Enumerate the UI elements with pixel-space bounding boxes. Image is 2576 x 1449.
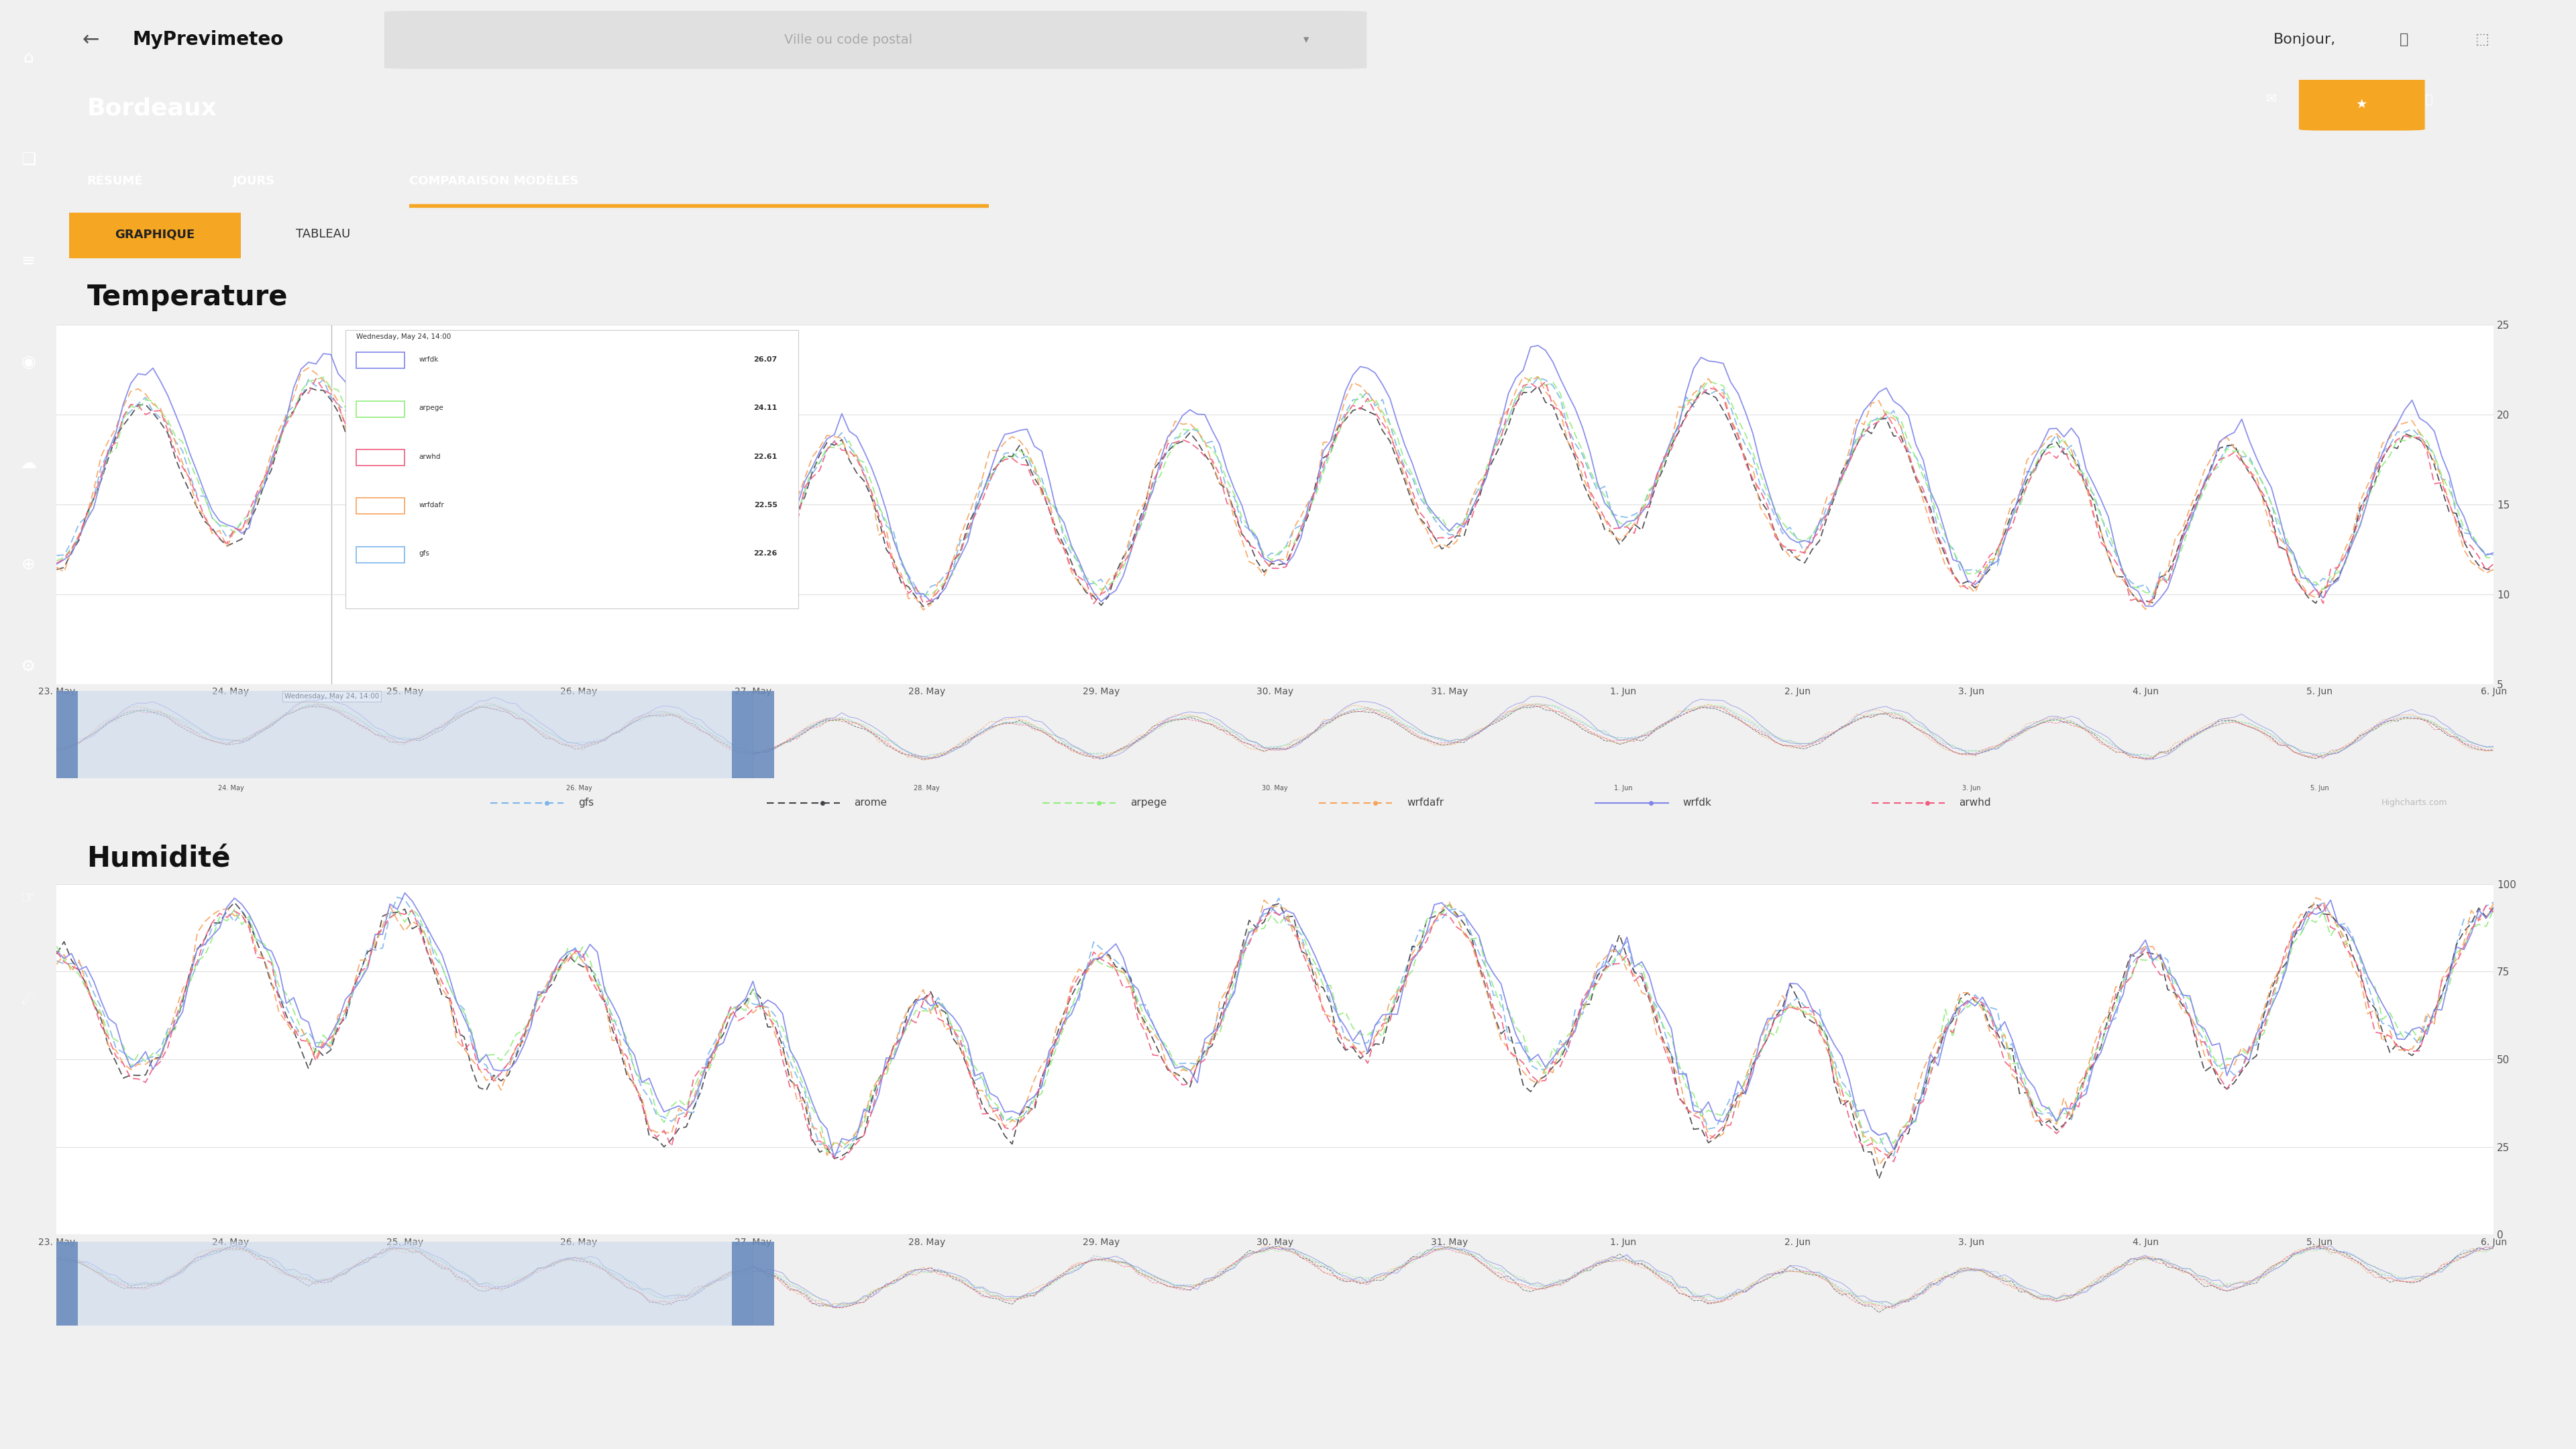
- Text: MyPrevimeteo: MyPrevimeteo: [131, 30, 283, 49]
- Text: arpege: arpege: [1131, 798, 1167, 807]
- Text: ◉: ◉: [21, 354, 36, 371]
- Text: 22.61: 22.61: [755, 454, 778, 459]
- FancyBboxPatch shape: [355, 352, 404, 368]
- Text: ≡: ≡: [21, 252, 36, 270]
- Text: 26.07: 26.07: [755, 356, 778, 362]
- Text: Wednesday, May 24, 14:00: Wednesday, May 24, 14:00: [283, 693, 379, 700]
- Text: JOURS: JOURS: [232, 175, 276, 187]
- Text: Ville ou code postal: Ville ou code postal: [783, 33, 912, 46]
- Text: ⬚: ⬚: [2476, 33, 2488, 46]
- FancyBboxPatch shape: [57, 687, 752, 782]
- Text: ⚙: ⚙: [21, 658, 36, 675]
- FancyBboxPatch shape: [57, 1237, 752, 1330]
- Text: 🔔: 🔔: [2401, 33, 2409, 46]
- FancyBboxPatch shape: [732, 687, 773, 782]
- FancyBboxPatch shape: [355, 546, 404, 562]
- Text: Bonjour,: Bonjour,: [2275, 33, 2336, 46]
- FancyBboxPatch shape: [2298, 78, 2424, 130]
- Text: 26. May: 26. May: [567, 785, 592, 791]
- Text: TABLEAU: TABLEAU: [296, 229, 350, 241]
- Text: ✉: ✉: [2267, 93, 2277, 106]
- Text: Humidité: Humidité: [88, 845, 232, 874]
- Text: ☞: ☞: [21, 890, 36, 907]
- Text: gfs: gfs: [420, 551, 430, 556]
- Text: RÉSUMÉ: RÉSUMÉ: [88, 175, 144, 187]
- Text: Highcharts.com: Highcharts.com: [2380, 798, 2447, 807]
- Text: arwhd: arwhd: [420, 454, 440, 459]
- Text: COMPARAISON MODÈLES: COMPARAISON MODÈLES: [410, 175, 580, 187]
- FancyBboxPatch shape: [355, 498, 404, 514]
- Text: Bordeaux: Bordeaux: [88, 97, 216, 120]
- Text: 22.55: 22.55: [755, 501, 778, 509]
- Text: arwhd: arwhd: [1960, 798, 1991, 807]
- FancyBboxPatch shape: [355, 401, 404, 417]
- Text: wrfdk: wrfdk: [1682, 798, 1710, 807]
- Text: 5. Jun: 5. Jun: [2311, 785, 2329, 791]
- Text: wrfdk: wrfdk: [420, 356, 438, 362]
- Text: Temperature: Temperature: [88, 283, 289, 312]
- Text: ★: ★: [2357, 99, 2367, 110]
- Text: Wednesday, May 24, 14:00: Wednesday, May 24, 14:00: [355, 333, 451, 341]
- Text: 1. Jun: 1. Jun: [1615, 785, 1633, 791]
- Text: ⌂: ⌂: [23, 49, 33, 67]
- FancyBboxPatch shape: [345, 330, 799, 609]
- Text: ☄: ☄: [21, 991, 36, 1009]
- Text: GRAPHIQUE: GRAPHIQUE: [116, 229, 196, 241]
- Text: wrfdafr: wrfdafr: [420, 501, 443, 509]
- Text: 30. May: 30. May: [1262, 785, 1288, 791]
- Text: arpege: arpege: [420, 404, 443, 412]
- Text: 22.26: 22.26: [755, 551, 778, 556]
- FancyBboxPatch shape: [36, 687, 77, 782]
- Text: 3. Jun: 3. Jun: [1963, 785, 1981, 791]
- Text: ☁: ☁: [21, 455, 36, 472]
- FancyBboxPatch shape: [732, 1237, 773, 1330]
- Text: gfs: gfs: [577, 798, 592, 807]
- FancyBboxPatch shape: [384, 10, 1368, 70]
- Text: 28. May: 28. May: [914, 785, 940, 791]
- Text: arome: arome: [855, 798, 886, 807]
- Text: 🔔: 🔔: [2424, 93, 2432, 106]
- Text: ▾: ▾: [1303, 33, 1309, 46]
- Text: ←: ←: [82, 30, 98, 49]
- Text: ⊕: ⊕: [21, 556, 36, 574]
- FancyBboxPatch shape: [36, 1237, 77, 1330]
- Text: ❑: ❑: [21, 151, 36, 168]
- FancyBboxPatch shape: [355, 449, 404, 465]
- Text: 24.11: 24.11: [755, 404, 778, 412]
- Text: 24. May: 24. May: [219, 785, 245, 791]
- FancyBboxPatch shape: [70, 213, 240, 258]
- Text: wrfdafr: wrfdafr: [1406, 798, 1443, 807]
